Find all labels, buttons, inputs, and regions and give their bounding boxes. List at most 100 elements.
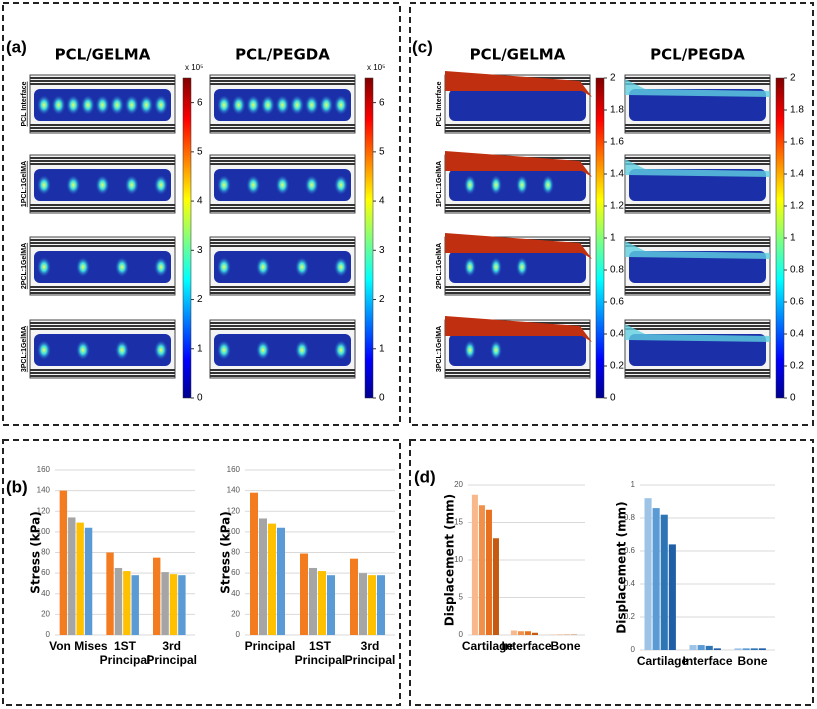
displacement-spot	[542, 175, 554, 195]
y-tick-label: 80	[41, 548, 50, 557]
bar	[517, 631, 524, 635]
stress-spot	[319, 95, 334, 115]
y-axis-label: Displacement (mm)	[443, 494, 457, 626]
colorbar-tick-label: 1.2	[610, 201, 624, 212]
y-tick-label: 0	[459, 630, 464, 639]
stress-spot	[37, 340, 51, 360]
scaffold-strut	[210, 163, 355, 165]
bar	[169, 574, 178, 635]
model-body	[629, 89, 766, 121]
scaffold-strut	[210, 242, 355, 244]
scaffold-strut	[210, 375, 355, 377]
scaffold-strut	[445, 210, 590, 212]
stress-spot	[37, 257, 51, 277]
stress-spot	[124, 95, 139, 115]
stress-spot	[231, 95, 246, 115]
x-tick-label: Cartilage	[636, 654, 689, 668]
bar	[510, 630, 517, 635]
y-axis-label: Stress (kPa)	[29, 511, 43, 593]
stress-spot	[304, 95, 319, 115]
stress-spot	[256, 340, 270, 360]
stress-spot	[76, 340, 90, 360]
displacement-band	[445, 233, 592, 259]
scaffold-strut	[445, 292, 590, 294]
y-tick-label: 120	[37, 506, 51, 515]
row-label: PCL Interface	[436, 81, 443, 126]
displacement-spot	[490, 175, 502, 195]
bar	[471, 494, 478, 635]
stress-spot	[95, 175, 110, 195]
bar	[359, 573, 367, 635]
displacement-edge	[625, 241, 770, 259]
displacement-spot	[464, 340, 476, 360]
scaffold-strut	[30, 124, 175, 126]
colorbar-tick-label: 6	[197, 97, 203, 108]
y-tick-label: 20	[41, 609, 50, 618]
scaffold-strut	[625, 239, 770, 241]
stress-spot	[66, 95, 81, 115]
x-tick-label: Interface	[501, 639, 552, 653]
colorbar-tick-label: 0	[197, 393, 203, 404]
stress-spot	[334, 95, 348, 115]
x-tick-label: 1ST Principal	[99, 639, 151, 667]
scaffold-strut	[625, 375, 770, 377]
x-tick-label: Von Mises	[49, 639, 108, 653]
y-tick-label: 100	[37, 527, 51, 536]
y-tick-label: 160	[227, 465, 241, 474]
colorbar-tick-label: 1.8	[610, 105, 624, 116]
scaffold-strut	[210, 328, 355, 330]
row-label: PCL Interface	[21, 81, 28, 126]
stress-spot	[334, 175, 348, 195]
scaffold-strut	[30, 204, 175, 206]
stress-spot	[66, 175, 81, 195]
column-title: PCL/GELMA	[55, 46, 151, 64]
bar	[318, 571, 326, 635]
colorbar-tick-label: 4	[197, 196, 203, 207]
x-tick-label: Bone	[550, 639, 581, 653]
colorbar	[182, 77, 192, 399]
scaffold-strut	[445, 369, 590, 371]
scaffold-strut	[30, 245, 175, 247]
scaffold-strut	[625, 328, 770, 330]
scaffold-strut	[625, 325, 770, 327]
bar	[652, 508, 660, 650]
scaffold-strut	[30, 328, 175, 330]
stress-spot	[290, 95, 305, 115]
scaffold-strut	[625, 77, 770, 79]
model-body	[214, 251, 351, 283]
y-tick-label: 160	[37, 465, 51, 474]
scaffold-strut	[625, 245, 770, 247]
y-tick-label: 60	[41, 568, 50, 577]
y-tick-label: 1	[631, 480, 636, 489]
scaffold-strut	[210, 292, 355, 294]
colorbar-tick-label: 0.2	[790, 361, 804, 372]
model-body	[214, 334, 351, 366]
stress-spot	[76, 257, 90, 277]
scaffold-strut	[30, 242, 175, 244]
colorbar-tick-label: 0.4	[790, 329, 804, 340]
row-label: 3PCL:1GelMA	[21, 326, 28, 372]
scaffold-strut	[210, 289, 355, 291]
colorbar-multiplier: x 10⁵	[367, 63, 385, 72]
scaffold-strut	[30, 322, 175, 324]
y-tick-label: 0.6	[624, 546, 636, 555]
scaffold-strut	[210, 157, 355, 159]
scaffold-strut	[210, 369, 355, 371]
stress-spot	[154, 175, 168, 195]
stress-spot	[124, 175, 139, 195]
scaffold-strut	[445, 375, 590, 377]
bar	[531, 632, 538, 635]
colorbar-tick-label: 5	[197, 146, 203, 157]
bar	[350, 558, 358, 635]
scaffold-strut	[30, 292, 175, 294]
y-tick-label: 0.4	[624, 579, 636, 588]
bar	[268, 523, 276, 635]
stress-spot	[95, 95, 110, 115]
scaffold-strut	[625, 204, 770, 206]
scaffold-strut	[210, 160, 355, 162]
scaffold-strut	[210, 83, 355, 85]
displacement-spot	[490, 257, 502, 277]
x-tick-label: 3rd Principal	[344, 639, 396, 667]
scaffold-strut	[30, 372, 175, 374]
stress-spot	[154, 95, 168, 115]
